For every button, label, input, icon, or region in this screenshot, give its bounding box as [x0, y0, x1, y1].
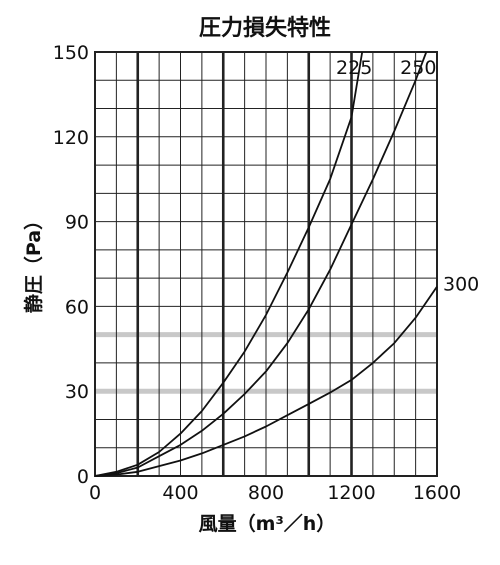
y-tick-label-60: 60 — [65, 296, 89, 318]
series-line-300 — [94, 286, 438, 477]
y-tick-label-150: 150 — [53, 42, 89, 64]
x-tick-label-1600: 1600 — [413, 482, 461, 504]
chart-title: 圧力損失特性 — [199, 15, 331, 41]
grid-layer — [94, 51, 438, 477]
x-tick-label-400: 400 — [162, 482, 198, 504]
series-label-225: 225 — [336, 57, 372, 79]
series-layer — [94, 51, 438, 477]
plot-frame — [94, 51, 438, 477]
series-label-250: 250 — [400, 57, 436, 79]
series-line-225 — [94, 51, 364, 477]
y-tick-label-120: 120 — [53, 127, 89, 149]
x-tick-label-800: 800 — [248, 482, 284, 504]
y-tick-label-0: 0 — [77, 466, 89, 488]
y-axis-label: 静圧（Pa） — [22, 211, 45, 313]
x-tick-label-1200: 1200 — [327, 482, 375, 504]
series-label-300: 300 — [443, 274, 479, 296]
series-line-250 — [94, 51, 428, 477]
series-label-layer: 225 250 300 — [336, 57, 479, 296]
tick-layer: 0 400 800 1200 1600 0 30 60 90 120 150 — [53, 42, 461, 504]
y-tick-label-30: 30 — [65, 381, 89, 403]
x-axis-label: 風量（m³／h） — [199, 512, 336, 535]
y-tick-label-90: 90 — [65, 212, 89, 234]
x-tick-label-0: 0 — [89, 482, 101, 504]
